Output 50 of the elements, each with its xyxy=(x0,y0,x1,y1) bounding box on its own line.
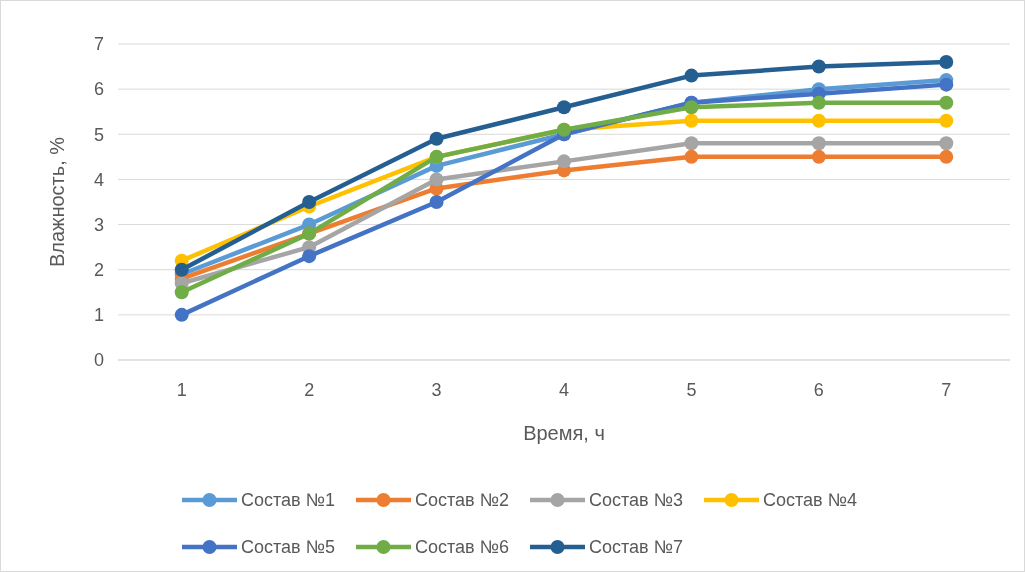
x-tick-label: 5 xyxy=(686,380,697,400)
point xyxy=(429,131,444,146)
legend-label: Состав №7 xyxy=(589,537,683,558)
point xyxy=(174,307,189,322)
legend-label: Состав №1 xyxy=(241,490,335,511)
x-tick-label: 1 xyxy=(176,380,187,400)
x-tick-label: 2 xyxy=(304,380,315,400)
point xyxy=(811,149,826,164)
y-tick-label: 1 xyxy=(93,305,104,326)
y-tick-label: 6 xyxy=(93,79,104,100)
point xyxy=(939,149,954,164)
x-tick-label: 4 xyxy=(558,380,570,400)
y-tick-label: 3 xyxy=(93,214,104,235)
point xyxy=(302,195,317,209)
point xyxy=(939,95,954,110)
y-tick-label: 0 xyxy=(93,350,104,371)
point xyxy=(939,113,954,128)
point xyxy=(684,113,699,128)
point xyxy=(429,195,444,209)
point xyxy=(811,136,826,151)
y-axis-title: Влажность, % xyxy=(46,136,68,268)
y-tick-label: 5 xyxy=(93,124,104,145)
legend-label: Состав №5 xyxy=(241,537,335,558)
legend-label: Состав №6 xyxy=(415,537,509,558)
point xyxy=(684,68,699,83)
y-tick-label: 2 xyxy=(93,260,104,281)
point xyxy=(557,100,571,115)
x-tick-label: 7 xyxy=(941,380,952,400)
point xyxy=(174,285,189,300)
point xyxy=(302,249,317,264)
point xyxy=(429,172,444,187)
legend-label: Состав №4 xyxy=(763,490,857,511)
x-tick-label: 3 xyxy=(431,380,442,400)
point xyxy=(684,149,699,164)
legend-label: Состав №2 xyxy=(415,490,509,511)
x-tick-label: 6 xyxy=(813,380,824,400)
point xyxy=(811,95,826,110)
x-axis-title: Время, ч xyxy=(523,422,605,444)
point xyxy=(811,113,826,128)
point xyxy=(174,262,189,277)
point xyxy=(939,136,954,151)
y-tick-label: 4 xyxy=(93,169,104,190)
point xyxy=(939,55,954,70)
point xyxy=(811,59,826,74)
point xyxy=(684,100,699,115)
y-tick-label: 7 xyxy=(93,34,104,55)
point xyxy=(939,77,954,92)
point xyxy=(684,136,699,151)
point xyxy=(557,154,571,169)
legend-label: Состав №3 xyxy=(589,490,683,511)
